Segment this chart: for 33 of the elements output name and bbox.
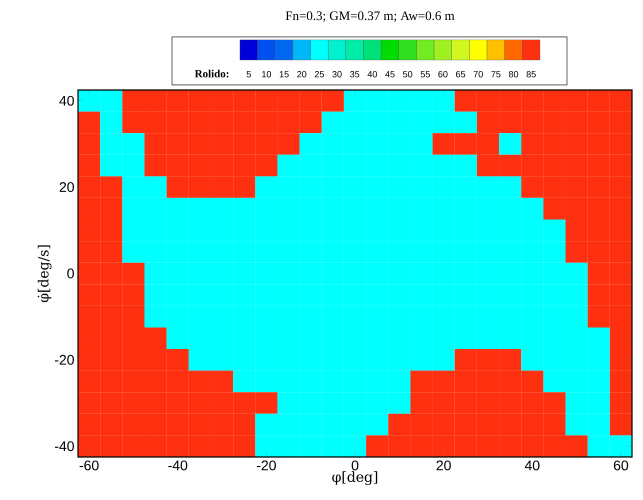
color-bar-label: 40	[368, 71, 377, 78]
color-bar-label: 5	[246, 71, 251, 78]
x-axis-title: φ[deg]	[332, 471, 378, 485]
y-tick-label: 0	[67, 268, 74, 278]
color-bar-label: 50	[403, 71, 412, 78]
color-bar-label: 80	[508, 71, 518, 78]
y-tick-label: 20	[60, 182, 74, 192]
y-tick-label: -40	[54, 441, 74, 452]
color-bar-label: 20	[297, 71, 306, 78]
color-bar-label: 70	[474, 71, 483, 78]
color-bar-label: 30	[332, 71, 342, 78]
x-tick-label: 40	[524, 460, 540, 470]
color-bar-label: 25	[314, 71, 324, 78]
color-bar-label: 35	[350, 71, 360, 78]
color-bar-label: 60	[438, 71, 448, 78]
color-bar-label: 55	[420, 71, 430, 78]
color-bar-label: 45	[385, 71, 395, 78]
y-tick-label: 40	[59, 96, 74, 106]
x-tick-label: 20	[436, 460, 451, 470]
color-bar-label: 10	[262, 71, 272, 78]
x-tick-label: 0	[352, 460, 358, 470]
y-axis-title: φ̇[deg/s]	[38, 245, 52, 302]
x-tick-label: -20	[256, 460, 276, 470]
x-tick-label: 60	[614, 460, 628, 470]
y-tick-label: -20	[54, 354, 74, 365]
color-bar-label: 75	[491, 71, 500, 78]
x-tick-label: -60	[80, 460, 99, 470]
color-bar-label: 85	[526, 71, 536, 78]
x-tick-label: -40	[168, 460, 188, 470]
color-bar-title: Rolido:	[194, 70, 228, 78]
color-bar-label: 15	[280, 71, 289, 78]
chart-title: Fn=0.3; GM=0.37 m; Aw=0.6 m	[286, 11, 454, 22]
color-bar-label: 65	[456, 71, 466, 78]
